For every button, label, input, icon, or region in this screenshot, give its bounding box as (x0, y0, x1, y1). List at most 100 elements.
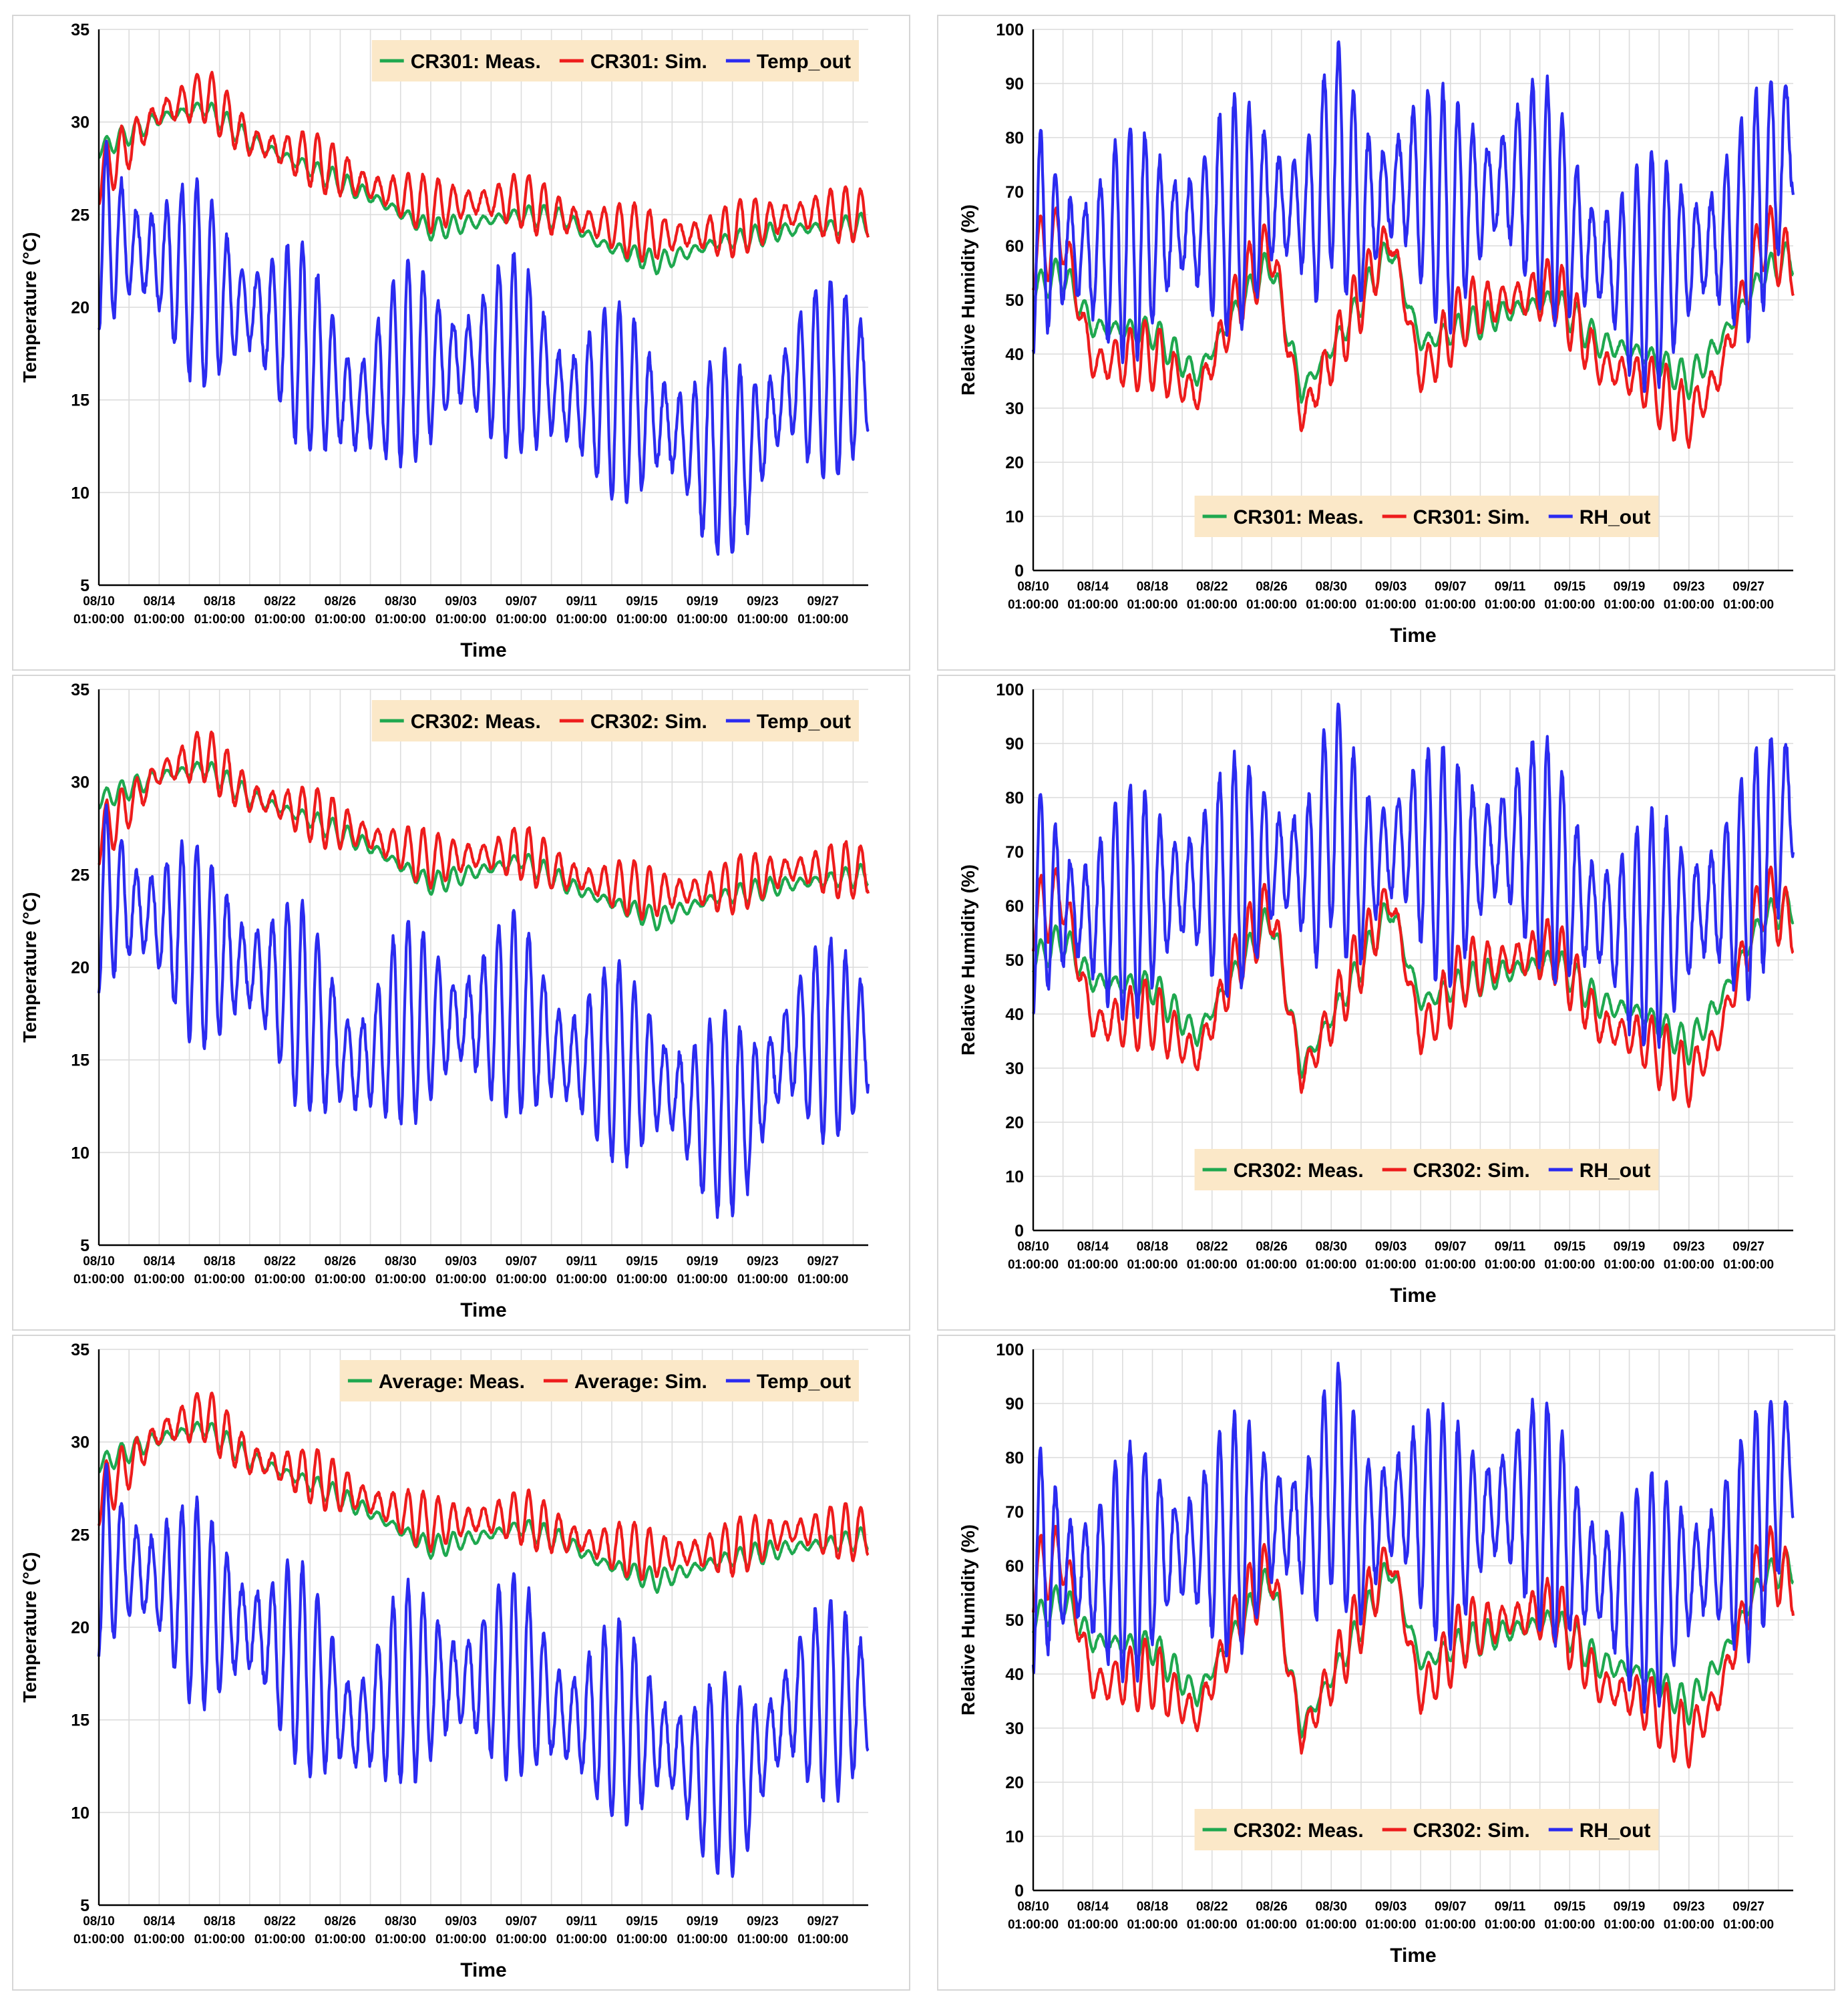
x-tick-label: 01:00:00 (496, 613, 546, 627)
x-tick-label: 01:00:00 (1306, 1258, 1356, 1272)
x-tick-label: 08/30 (1316, 1240, 1348, 1254)
y-tick-label: 0 (1014, 562, 1024, 580)
x-tick-label: 08/26 (1256, 580, 1288, 594)
y-tick-label: 100 (996, 1341, 1024, 1359)
series-group (97, 730, 870, 1219)
x-tick-label: 01:00:00 (737, 1273, 788, 1287)
panel-temp-cr301: 5 10 15 20 25 30 35 08/10 01:00:00 08/14 01:00:00 0… (12, 15, 910, 671)
x-tick-label: 01:00:00 (134, 1273, 184, 1287)
x-tick-label: 01:00:00 (1544, 1258, 1595, 1272)
x-tick-label: 01:00:00 (134, 1933, 184, 1947)
x-tick-label: 01:00:00 (1544, 598, 1595, 612)
y-tick-label: 20 (71, 959, 89, 977)
x-tick-label: 09/27 (807, 595, 839, 609)
y-tick-label: 25 (71, 866, 89, 884)
x-axis-title: Time (1390, 625, 1436, 647)
x-tick-label: 01:00:00 (1067, 1918, 1118, 1932)
y-tick-label: 20 (1005, 454, 1024, 472)
x-tick-label: 01:00:00 (496, 1933, 546, 1947)
legend-background (1194, 496, 1659, 537)
x-tick-label: 09/15 (1554, 580, 1586, 594)
legend-label: CR301: Sim. (1413, 506, 1530, 528)
series-group (97, 1391, 870, 1878)
x-tick-label: 09/07 (1435, 1240, 1467, 1254)
x-tick-label: 08/10 (83, 1255, 115, 1269)
legend-label: RH_out (1580, 1820, 1651, 1842)
y-tick-label: 20 (1005, 1114, 1024, 1132)
x-axis-title: Time (460, 1299, 506, 1321)
series-line-temp-out (97, 803, 870, 1219)
gridlines (1033, 1349, 1793, 1891)
legend-label: CR302: Sim. (1413, 1160, 1530, 1182)
x-tick-label: 09/07 (506, 1255, 538, 1269)
x-tick-label: 09/03 (445, 1255, 477, 1269)
series-line-cr302-meas (1032, 889, 1795, 1079)
y-tick-label: 70 (1005, 1503, 1024, 1522)
x-tick-label: 01:00:00 (797, 613, 848, 627)
legend-label: CR301: Sim. (590, 51, 707, 73)
x-tick-label: 01:00:00 (1425, 1258, 1476, 1272)
legend: CR301: Meas. CR301: Sim. RH_out (1194, 496, 1659, 537)
x-tick-label: 01:00:00 (1127, 1918, 1177, 1932)
x-tick-label: 01:00:00 (1246, 598, 1297, 612)
x-tick-label: 09/15 (1554, 1240, 1586, 1254)
humidity-chart-cr301: 0 10 20 30 40 50 60 70 80 90 100 08/10 01:00:00 08/14… (958, 21, 1795, 647)
x-tick-label: 09/11 (566, 595, 598, 609)
x-tick-label: 01:00:00 (375, 1273, 426, 1287)
x-tick-label: 08/26 (1256, 1900, 1288, 1914)
legend-label: Average: Meas. (379, 1371, 525, 1393)
x-tick-label: 01:00:00 (1604, 1918, 1655, 1932)
series-line-cr301-meas (98, 102, 870, 276)
x-tick-label: 01:00:00 (1723, 1918, 1774, 1932)
x-tick-label: 09/27 (1732, 1900, 1765, 1914)
x-tick-label: 01:00:00 (616, 1273, 667, 1287)
x-tick-label: 09/03 (1375, 1900, 1407, 1914)
x-tick-label: 09/23 (1673, 1900, 1705, 1914)
x-tick-label: 09/19 (687, 1914, 719, 1929)
x-tick-label: 01:00:00 (315, 1933, 365, 1947)
legend-label: CR301: Meas. (411, 51, 541, 73)
y-tick-label: 20 (1005, 1774, 1024, 1792)
y-tick-label: 30 (1005, 399, 1024, 418)
y-tick-label: 40 (1005, 1665, 1024, 1684)
legend: CR302: Meas. CR302: Sim. Temp_out (371, 700, 859, 741)
legend-label: Temp_out (757, 1371, 851, 1393)
x-tick-label: 01:00:00 (1246, 1918, 1297, 1932)
y-tick-label: 60 (1005, 237, 1024, 256)
x-tick-label: 01:00:00 (616, 613, 667, 627)
y-tick-label: 70 (1005, 843, 1024, 862)
y-tick-label: 15 (71, 391, 89, 410)
x-tick-label: 01:00:00 (194, 1933, 245, 1947)
y-tick-label: 10 (1005, 1828, 1024, 1846)
legend-label: RH_out (1580, 506, 1651, 528)
x-tick-label: 01:00:00 (315, 1273, 365, 1287)
x-tick-label: 01:00:00 (1306, 1918, 1356, 1932)
x-tick-label: 08/18 (204, 1255, 236, 1269)
y-tick-label: 5 (80, 1236, 89, 1255)
x-tick-label: 08/22 (1196, 1240, 1228, 1254)
series-line-cr301-meas (1032, 241, 1795, 404)
x-tick-label: 01:00:00 (315, 613, 365, 627)
x-axis-title: Time (1390, 1285, 1436, 1307)
panel-rh-cr302: 0 10 20 30 40 50 60 70 80 90 100 08/10 01:00:00 08/14… (937, 675, 1835, 1331)
humidity-chart-cr302: 0 10 20 30 40 50 60 70 80 90 100 08/10 01:00:00 08/14… (958, 681, 1795, 1307)
y-tick-label: 100 (996, 681, 1024, 699)
x-tick-label: 01:00:00 (737, 1933, 788, 1947)
series-line-cr302-meas (98, 760, 870, 932)
y-tick-label: 25 (71, 206, 89, 224)
x-tick-label: 09/27 (1732, 1240, 1765, 1254)
series-line-average-meas (98, 1421, 870, 1594)
x-tick-label: 09/07 (1435, 580, 1467, 594)
x-tick-label: 01:00:00 (1723, 598, 1774, 612)
series-line-temp-out (97, 1462, 870, 1878)
x-tick-label: 08/30 (1316, 580, 1348, 594)
x-tick-label: 08/10 (1017, 1240, 1049, 1254)
series-group (1031, 40, 1795, 450)
y-tick-label: 80 (1005, 1449, 1024, 1468)
temperature-chart-average: 5 10 15 20 25 30 35 08/10 01:00:00 08/14 01:00:00 0… (19, 1341, 870, 1981)
x-tick-label: 09/07 (1435, 1900, 1467, 1914)
x-tick-label: 01:00:00 (1127, 598, 1177, 612)
x-tick-label: 09/11 (1495, 1240, 1526, 1254)
legend-label: CR301: Meas. (1234, 506, 1364, 528)
legend-label: CR302: Meas. (411, 711, 541, 733)
